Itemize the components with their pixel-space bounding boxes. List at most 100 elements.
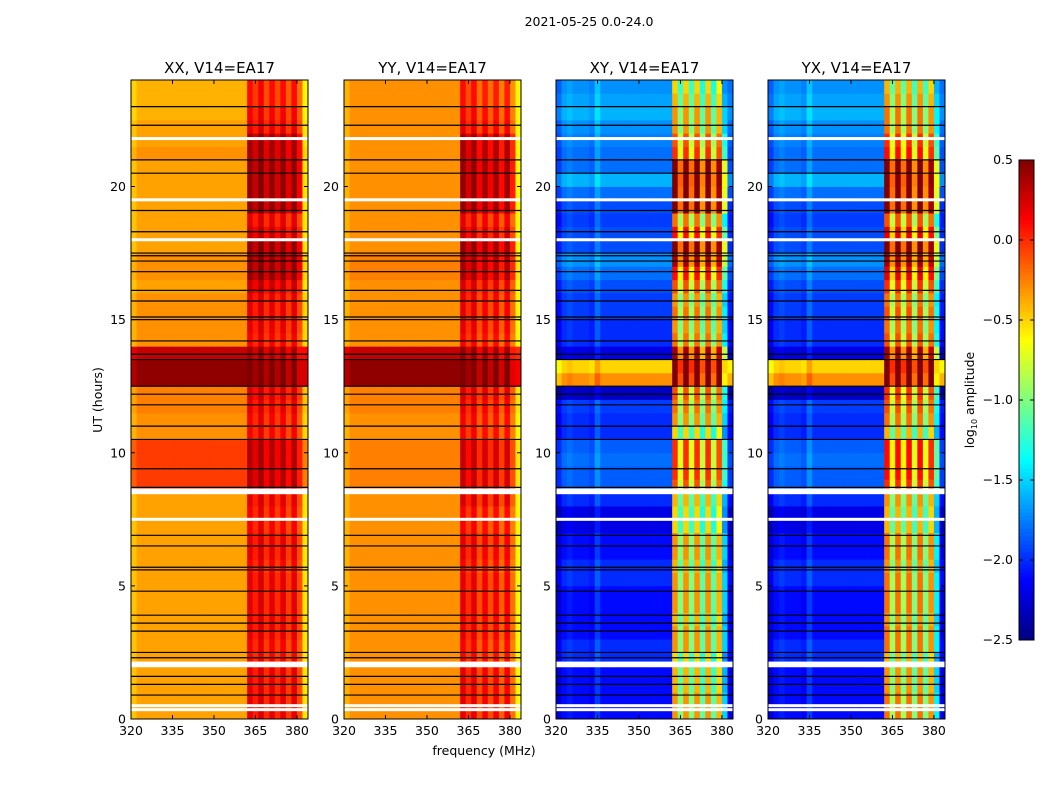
heatmap-cell bbox=[191, 532, 198, 547]
heatmap-cell bbox=[302, 386, 309, 400]
heatmap-cell bbox=[556, 652, 562, 667]
heatmap-cell bbox=[225, 253, 231, 267]
heatmap-cell bbox=[355, 705, 361, 720]
heatmap-cell bbox=[638, 266, 645, 281]
heatmap-cell bbox=[716, 519, 723, 534]
heatmap-cell bbox=[638, 399, 645, 414]
heatmap-cell bbox=[393, 412, 400, 427]
heatmap-cell bbox=[164, 665, 171, 680]
heatmap-cell bbox=[611, 532, 618, 547]
heatmap-cell bbox=[191, 199, 198, 214]
heatmap-cell bbox=[366, 426, 373, 440]
heatmap-cell bbox=[147, 426, 154, 440]
heatmap-cell bbox=[633, 146, 640, 161]
heatmap-cell bbox=[274, 506, 281, 520]
heatmap-cell bbox=[683, 412, 690, 427]
heatmap-cell bbox=[302, 319, 309, 334]
heatmap-cell bbox=[710, 545, 717, 560]
heatmap-cell bbox=[399, 399, 406, 414]
heatmap-cell bbox=[504, 585, 511, 600]
heatmap-cell bbox=[247, 492, 254, 507]
heatmap-cell bbox=[399, 106, 406, 121]
heatmap-cell bbox=[862, 705, 868, 720]
heatmap-cell bbox=[556, 559, 562, 573]
heatmap-cell bbox=[349, 612, 356, 627]
heatmap-cell bbox=[158, 625, 165, 640]
heatmap-cell bbox=[438, 426, 444, 440]
heatmap-cell bbox=[158, 559, 165, 573]
heatmap-cell bbox=[567, 652, 573, 667]
heatmap-cell bbox=[236, 506, 243, 520]
heatmap-cell bbox=[355, 133, 361, 147]
heatmap-cell bbox=[302, 625, 309, 640]
heatmap-cell bbox=[426, 186, 433, 201]
heatmap-cell bbox=[504, 293, 511, 307]
heatmap-cell bbox=[186, 266, 193, 281]
heatmap-cell bbox=[131, 93, 137, 108]
heatmap-cell bbox=[404, 106, 411, 121]
heatmap-cell bbox=[202, 559, 209, 573]
y-tick-label: 5 bbox=[118, 578, 126, 593]
heatmap-cell bbox=[360, 346, 367, 360]
heatmap-cell bbox=[710, 386, 717, 400]
heatmap-cell bbox=[344, 412, 350, 427]
flagged-row bbox=[556, 517, 733, 521]
heatmap-cell bbox=[131, 106, 137, 121]
heatmap-cell bbox=[705, 625, 712, 640]
heatmap-cell bbox=[666, 466, 673, 480]
heatmap-cell bbox=[594, 479, 601, 494]
heatmap-cell bbox=[600, 80, 607, 94]
heatmap-cell bbox=[191, 346, 198, 360]
heatmap-cell bbox=[727, 133, 734, 147]
heatmap-cell bbox=[247, 519, 254, 534]
heatmap-cell bbox=[147, 492, 154, 507]
heatmap-cell bbox=[839, 692, 846, 707]
heatmap-cell bbox=[578, 679, 585, 693]
y-tick-label: 0 bbox=[331, 712, 339, 727]
heatmap-cell bbox=[393, 532, 400, 547]
x-tick-label: 350 bbox=[202, 723, 226, 738]
heatmap-cell bbox=[197, 226, 204, 241]
heatmap-cell bbox=[158, 399, 165, 414]
heatmap-cell bbox=[382, 173, 389, 187]
heatmap-cell bbox=[169, 652, 176, 667]
heatmap-cell bbox=[471, 239, 478, 254]
heatmap-cell bbox=[285, 479, 292, 494]
heatmap-cell bbox=[498, 492, 505, 507]
heatmap-cell bbox=[928, 679, 935, 693]
heatmap-cell bbox=[371, 665, 378, 680]
heatmap-cell bbox=[600, 93, 607, 108]
heatmap-cell bbox=[583, 119, 590, 134]
heatmap-cell bbox=[917, 679, 924, 693]
heatmap-cell bbox=[274, 146, 281, 161]
heatmap-cell bbox=[377, 293, 384, 307]
heatmap-cell bbox=[230, 652, 237, 667]
heatmap-cell bbox=[694, 412, 701, 427]
heatmap-cell bbox=[889, 665, 896, 680]
heatmap-cell bbox=[186, 386, 193, 400]
heatmap-cell bbox=[498, 466, 505, 480]
heatmap-cell bbox=[371, 93, 378, 108]
heatmap-cell bbox=[650, 705, 656, 720]
heatmap-cell bbox=[504, 386, 511, 400]
heatmap-cell bbox=[828, 652, 835, 667]
heatmap-cell bbox=[578, 372, 585, 387]
heatmap-cell bbox=[131, 133, 137, 147]
heatmap-cell bbox=[694, 466, 701, 480]
heatmap-cell bbox=[683, 199, 690, 214]
heatmap-cell bbox=[131, 545, 137, 560]
heatmap-cell bbox=[928, 665, 935, 680]
heatmap-cell bbox=[476, 492, 483, 507]
heatmap-cell bbox=[291, 426, 298, 440]
heatmap-cell bbox=[258, 705, 265, 720]
heatmap-cell bbox=[153, 665, 160, 680]
heatmap-cell bbox=[705, 199, 712, 214]
heatmap-cell bbox=[873, 679, 880, 693]
heatmap-cell bbox=[721, 319, 728, 334]
heatmap-cell bbox=[605, 652, 612, 667]
heatmap-cell bbox=[285, 612, 292, 627]
heatmap-cell bbox=[197, 332, 204, 347]
heatmap-cell bbox=[683, 612, 690, 627]
heatmap-cell bbox=[727, 612, 734, 627]
heatmap-cell bbox=[710, 93, 717, 108]
